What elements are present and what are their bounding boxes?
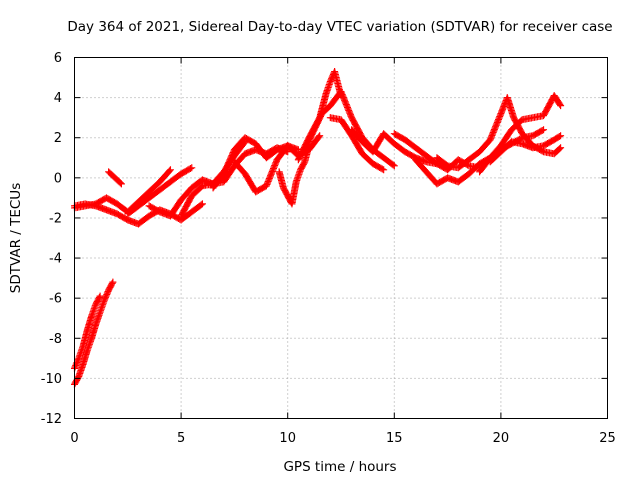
series-arc-6 bbox=[124, 164, 196, 218]
data-point bbox=[557, 102, 565, 110]
y-tick-label: 0 bbox=[54, 171, 62, 186]
data-point bbox=[116, 179, 124, 187]
y-tick-label: -4 bbox=[49, 252, 62, 267]
x-tick-label: 25 bbox=[599, 431, 616, 446]
data-point bbox=[96, 292, 104, 300]
data-point bbox=[315, 133, 323, 141]
data-point bbox=[555, 133, 563, 141]
series-arc-5 bbox=[71, 166, 174, 216]
data-point bbox=[166, 166, 174, 174]
x-tick-label: 10 bbox=[279, 431, 296, 446]
data-point bbox=[540, 126, 548, 134]
y-tick-label: -10 bbox=[41, 372, 62, 387]
x-tick-label: 5 bbox=[177, 431, 185, 446]
data-point bbox=[95, 293, 103, 301]
y-tick-label: 6 bbox=[54, 51, 62, 66]
x-tick-label: 20 bbox=[493, 431, 510, 446]
data-point bbox=[378, 165, 386, 173]
series-arc-13 bbox=[301, 88, 398, 170]
x-tick-label: 15 bbox=[386, 431, 403, 446]
series-arc-18 bbox=[433, 94, 565, 172]
data-point bbox=[165, 167, 173, 175]
data-point bbox=[316, 132, 324, 140]
data-point bbox=[109, 278, 117, 286]
data-point bbox=[198, 200, 206, 208]
x-tick-label: 0 bbox=[70, 431, 78, 446]
data-point bbox=[556, 145, 564, 153]
series-arc-19 bbox=[476, 92, 565, 176]
chart-title: Day 364 of 2021, Sidereal Day-to-day VTE… bbox=[67, 19, 612, 35]
y-tick-label: -12 bbox=[41, 412, 62, 427]
data-point bbox=[538, 126, 546, 134]
data-point bbox=[556, 100, 564, 108]
series-arc-20 bbox=[486, 132, 565, 166]
y-tick-label: 2 bbox=[54, 131, 62, 146]
y-tick-label: -6 bbox=[49, 292, 62, 307]
data-point bbox=[188, 164, 196, 172]
data-point bbox=[108, 279, 116, 287]
x-axis-title: GPS time / hours bbox=[283, 459, 396, 475]
data-point bbox=[380, 166, 388, 174]
series-layer bbox=[71, 68, 565, 388]
data-point bbox=[390, 162, 398, 170]
plot-frame bbox=[74, 57, 608, 419]
data-point bbox=[74, 356, 82, 364]
y-axis-title: SDTVAR / TECUs bbox=[8, 183, 24, 293]
data-point bbox=[117, 180, 125, 188]
series-arc-9 bbox=[209, 134, 302, 192]
tick-layer: 0 5 10 15 20 25 -12 -10 -8 -6 -4 -2 0 2 4 6 bbox=[41, 51, 616, 446]
data-point bbox=[197, 201, 205, 209]
series-arc-14 bbox=[326, 114, 388, 174]
data-point bbox=[389, 161, 397, 169]
data-point bbox=[557, 132, 565, 140]
data-point bbox=[186, 165, 194, 173]
y-tick-label: -2 bbox=[49, 211, 62, 226]
data-point bbox=[557, 144, 565, 152]
series-arc-3 bbox=[105, 168, 125, 188]
series-arc-2 bbox=[71, 292, 104, 372]
series-arc-1 bbox=[71, 278, 117, 388]
grid-layer bbox=[74, 57, 608, 419]
y-tick-label: 4 bbox=[54, 91, 62, 106]
y-tick-label: -8 bbox=[49, 332, 62, 347]
